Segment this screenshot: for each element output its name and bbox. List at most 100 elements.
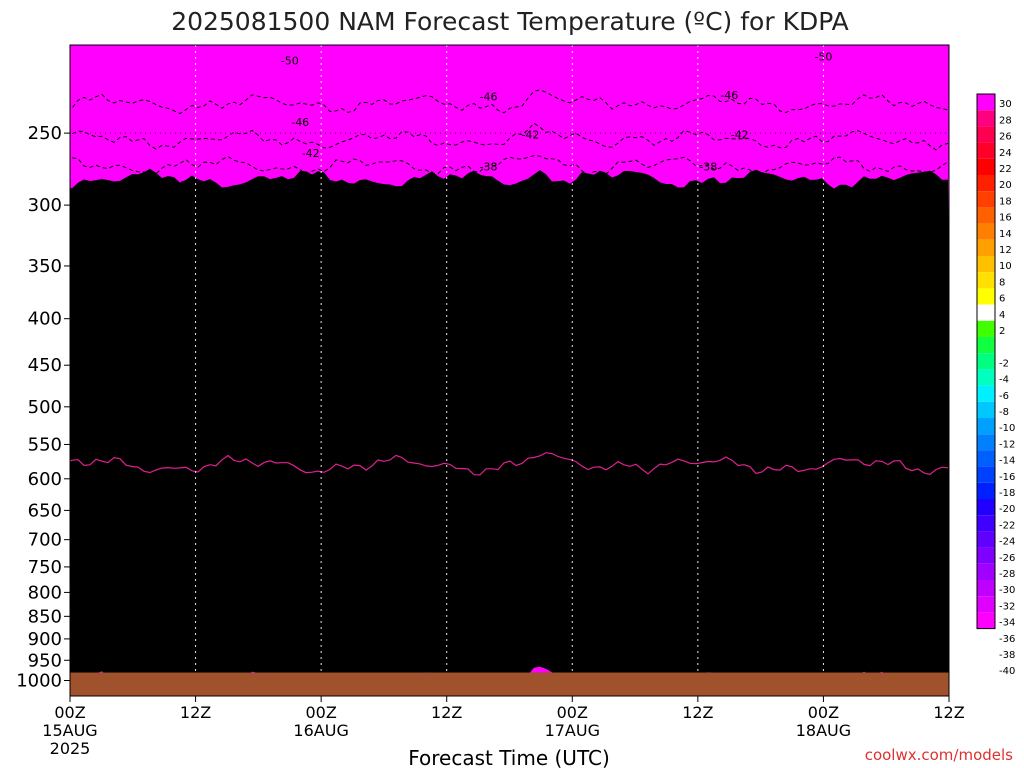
colorbar-swatch [977,450,995,467]
colorbar-label: 14 [999,229,1012,240]
colorbar-label: 4 [999,310,1005,321]
y-tick-label: 500 [28,397,62,418]
contour-label: -50 [281,54,299,67]
contour-label: -10 [480,381,498,394]
contour-label: 10 [513,527,527,540]
contour-label: -18 [542,310,560,323]
x-tick-label: 00Z [305,703,336,722]
contour-label: 18 [325,595,339,608]
colorbar-swatch [977,499,995,516]
contour-label: -46 [480,91,498,104]
contour-label: -30 [501,217,519,230]
colorbar-swatch [977,531,995,548]
colorbar-label: 12 [999,245,1012,256]
contour-label: 22 [429,631,443,644]
contour-label: -42 [521,129,539,142]
colorbar-swatch [977,353,995,370]
isotherm-line [70,287,949,310]
x-tick-label: 00Z [54,703,85,722]
contour-label: 2 [736,440,743,453]
y-tick-label: 400 [28,309,62,330]
x-tick-label: 16AUG [293,721,348,740]
contour-label: -18 [741,308,759,321]
colorbar-label: -30 [999,585,1015,596]
contour-label: -6 [494,418,505,431]
freezing-line [70,452,949,476]
x-tick-label: 00Z [808,703,839,722]
ground-fill [70,672,949,696]
contour-label: -6 [734,396,745,409]
contour-label: -30 [741,217,759,230]
contour-label: -34 [490,190,508,203]
contour-label: 2 [87,449,94,462]
contour-label: -14 [155,357,173,370]
chart-title: 2025081500 NAM Forecast Temperature (ºC)… [171,7,849,36]
x-tick-label: 17AUG [545,721,600,740]
temperature-shading [70,45,949,696]
isotherm-line [70,440,949,463]
colorbar-label: -4 [999,375,1009,386]
colorbar-swatch [977,385,995,402]
colorbar-label: 2 [999,326,1005,337]
colorbar-swatch [977,239,995,256]
colorbar-label: -6 [999,391,1009,402]
colorbar-label: -22 [999,520,1015,531]
x-tick-label: 12Z [933,703,964,722]
contour-label: -34 [720,190,738,203]
colorbar-swatch [977,320,995,337]
contour-label: -26 [448,249,466,262]
y-tick-label: 700 [28,530,62,551]
contour-label: 2 [548,444,555,457]
contour-label: -42 [731,129,749,142]
colorbar-label: 18 [999,196,1012,207]
contour-label: -22 [166,295,184,308]
y-tick-label: 950 [28,650,62,671]
colorbar-swatch [977,466,995,483]
contour-label: 10 [785,539,799,552]
isotherm-line [70,229,949,257]
y-tick-label: 550 [28,434,62,455]
colorbar-label: 22 [999,164,1012,175]
isotherm-line [70,375,949,401]
colorbar-swatch [977,369,995,386]
contour-label: 14 [513,556,527,569]
y-tick-label: 450 [28,355,62,376]
colorbar-label: -40 [999,666,1015,677]
colorbar-frame [976,93,996,630]
contour-label: -14 [438,354,456,367]
contour-label: -46 [720,89,738,102]
y-tick-label: 350 [28,256,62,277]
grid-lines [70,45,949,696]
colorbar-label: -14 [999,456,1015,467]
contour-label: -18 [302,322,320,335]
plot-frame [69,44,950,697]
isotherm-line [70,155,949,177]
contour-label: -26 [752,249,770,262]
credit-link[interactable]: coolwx.com/models [865,746,1013,764]
colorbar-swatch [977,272,995,289]
isotherm-contours: -50 -50-46-46 -46-42-42 -42-38-38 -38-34-34-… [70,51,949,682]
colorbar-swatch [977,304,995,321]
colorbar-swatch [977,515,995,532]
isotherm-line [70,498,949,521]
colorbar-label: 28 [999,115,1012,126]
colorbar-label: -20 [999,504,1015,515]
y-tick-label: 750 [28,557,62,578]
colorbar-swatch [977,94,995,111]
colorbar-swatch [977,337,995,354]
contour-label: 2 [736,473,743,486]
colorbar-swatch [977,158,995,175]
contour-label: -30 [302,239,320,252]
colorbar-label: 8 [999,277,1005,288]
isotherm-line [70,89,949,115]
contour-label: 6 [328,501,335,514]
y-tick-label: 600 [28,469,62,490]
x-tick-label: 12Z [431,703,462,722]
contour-label: 22 [879,628,893,641]
colorbar-swatch [977,563,995,580]
contour-label: 2 [506,471,513,484]
colorbar-label: -28 [999,569,1015,580]
y-tick-label: 800 [28,582,62,603]
colorbar-label: -26 [999,553,1015,564]
